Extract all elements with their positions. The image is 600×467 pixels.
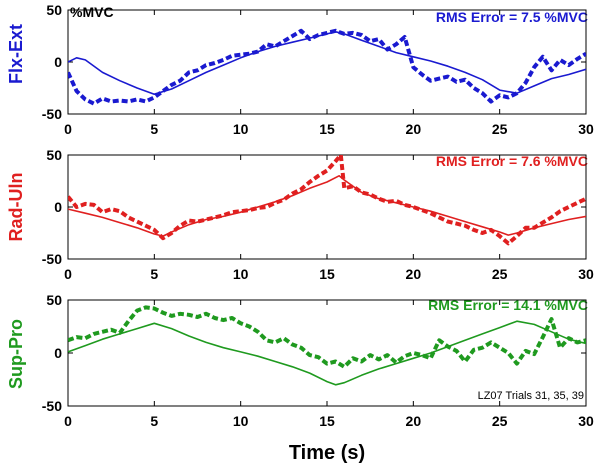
x-tick-label: 20 <box>406 413 422 429</box>
y-tick-label: -50 <box>42 398 62 414</box>
x-tick-label: 0 <box>64 266 72 282</box>
panel-flx-ext: %MVC Flx-Ext RMS Error = 7.5 %MVC 0 5 10 15… <box>6 2 594 137</box>
panel-sup-pro: Sup-Pro RMS Error = 14.1 %MVC LZ07 Trial… <box>6 292 594 429</box>
rms-text-flx-ext: RMS Error = 7.5 %MVC <box>436 9 588 25</box>
x-tick-label: 15 <box>319 121 335 137</box>
ylabel-rad-uln: Rad-Uln <box>6 173 26 242</box>
x-tick-label: 25 <box>492 413 508 429</box>
y-tick-label: 0 <box>54 345 62 361</box>
series-target <box>68 175 586 237</box>
series-target <box>68 30 586 95</box>
ylabel-flx-ext: Flx-Ext <box>6 24 26 84</box>
x-tick-label: 10 <box>233 266 249 282</box>
unit-label: %MVC <box>70 4 114 20</box>
y-tick-label: -50 <box>42 106 62 122</box>
x-tick-label: 30 <box>578 266 594 282</box>
x-tick-label: 25 <box>492 121 508 137</box>
y-tick-label: 0 <box>54 199 62 215</box>
rms-text-sup-pro: RMS Error = 14.1 %MVC <box>428 297 588 313</box>
x-tick-label: 30 <box>578 413 594 429</box>
series-response <box>68 155 586 246</box>
y-tick-label: -50 <box>42 251 62 267</box>
x-tick-label: 15 <box>319 413 335 429</box>
series-target <box>68 320 586 386</box>
y-tick-label: 50 <box>46 292 62 308</box>
y-tick-label: 50 <box>46 147 62 163</box>
x-tick-label: 0 <box>64 413 72 429</box>
x-tick-label: 25 <box>492 266 508 282</box>
y-tick-label: 0 <box>54 54 62 70</box>
x-tick-label: 10 <box>233 121 249 137</box>
x-tick-label: 30 <box>578 121 594 137</box>
series-response <box>68 305 586 369</box>
x-tick-label: 20 <box>406 121 422 137</box>
series-response <box>68 28 586 106</box>
panel-rad-uln: Rad-Uln RMS Error = 7.6 %MVC 0 5 10 15 20 25 3… <box>6 147 594 282</box>
trials-annotation: LZ07 Trials 31, 35, 39 <box>478 390 584 402</box>
x-tick-label: 15 <box>319 266 335 282</box>
x-axis-label: Time (s) <box>289 442 365 464</box>
x-tick-label: 5 <box>150 121 158 137</box>
ylabel-sup-pro: Sup-Pro <box>6 319 26 389</box>
x-tick-label: 10 <box>233 413 249 429</box>
x-tick-label: 5 <box>150 413 158 429</box>
x-tick-label: 5 <box>150 266 158 282</box>
x-tick-label: 0 <box>64 121 72 137</box>
rms-text-rad-uln: RMS Error = 7.6 %MVC <box>436 153 588 169</box>
x-tick-label: 20 <box>406 266 422 282</box>
y-tick-label: 50 <box>46 2 62 18</box>
